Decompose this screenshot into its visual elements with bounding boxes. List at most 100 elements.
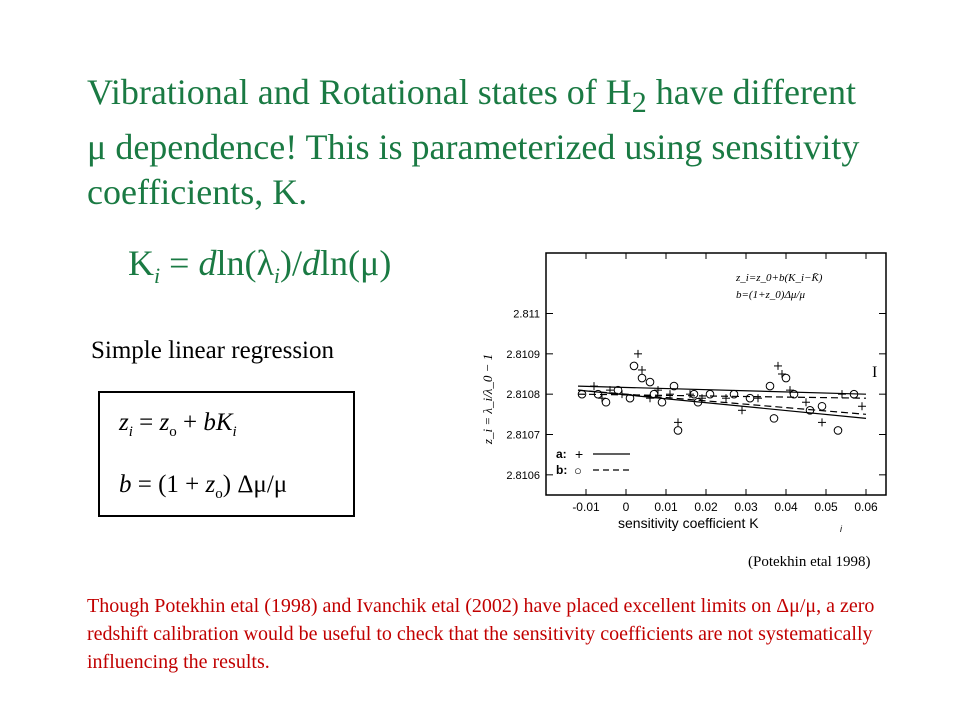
x-axis-label-sub: i (840, 524, 843, 534)
formula-lambda: λ (256, 243, 274, 283)
eq1-zo: z (159, 409, 170, 436)
sensitivity-formula: Ki = dln(λi)/dln(μ) (128, 241, 391, 298)
point-circle (765, 381, 775, 391)
point-circle (601, 397, 611, 407)
point-circle (625, 393, 635, 403)
chart-background (472, 247, 900, 534)
slide-title: Vibrational and Rotational states of H2 … (87, 70, 907, 215)
inset-equations: z_i=z_0+b(K_i−K̄) b=(1+z_0)Δμ/μ (735, 272, 823, 301)
eq2-zo-sub: o (215, 486, 223, 502)
legend-b-marker: ○ (574, 463, 582, 478)
formula-k-sub: i (154, 263, 161, 289)
formula-ln1: ln( (216, 243, 257, 283)
eq1-mid: = (132, 409, 160, 436)
eq1-z: z (119, 409, 129, 436)
point-circle (729, 389, 739, 399)
chart-svg: -0.01 0 0.01 0.02 0.03 0.04 0.05 0.06 2.8106 2.81… (472, 247, 900, 534)
point-circle (629, 361, 639, 371)
eq1-k-sub: i (232, 424, 237, 440)
point-circle (689, 389, 699, 399)
legend-b-key: b: (556, 463, 567, 477)
point-circle (693, 397, 703, 407)
formula-d1: d (198, 243, 217, 283)
equation-line-1: zi = zo + bKi (119, 409, 237, 441)
point-plus (802, 398, 810, 407)
point-circle (789, 389, 799, 399)
point-plus (838, 390, 846, 399)
x-tick-label: 0.01 (654, 500, 678, 514)
formula-div: )/ (280, 243, 303, 283)
point-circle (637, 373, 647, 383)
y-tick-label: 2.8109 (506, 349, 540, 361)
x-tick-label: 0.06 (854, 500, 878, 514)
title-mu: μ (87, 127, 107, 168)
point-plus (818, 418, 826, 427)
point-plus (738, 406, 746, 415)
point-plus (722, 394, 730, 403)
fit-line-b (577, 393, 867, 399)
point-circle (669, 381, 679, 391)
regression-label: Simple linear regression (91, 337, 334, 364)
y-tick-label: 2.8107 (506, 430, 540, 442)
eq1-plus: + (176, 409, 204, 436)
y-tick-label: 2.811 (513, 309, 540, 321)
point-circle (817, 401, 827, 411)
formula-mu: μ (360, 243, 380, 283)
point-circle (613, 385, 623, 395)
equation-line-2: b = (1 + zo) Δμ/μ (119, 471, 287, 503)
title-text-2: dependence! This is parameterized using … (106, 127, 860, 168)
x-tick-label: 0 (623, 500, 630, 514)
axis-ticks: -0.01 0 0.01 0.02 0.03 0.04 0.05 0.06 2.8106 2.81… (506, 253, 886, 514)
legend-a-marker: + (575, 446, 583, 462)
point-circle (645, 377, 655, 387)
x-tick-label: -0.01 (572, 500, 600, 514)
y-axis-label: z_i = λ_i/λ_0 − 1 (480, 354, 495, 445)
point-circle (805, 406, 815, 415)
eq2-zo: z (205, 471, 216, 498)
title-text-3: coefficients, K. (87, 172, 308, 213)
x-axis-label-text: sensitivity coefficient K (618, 515, 759, 531)
point-circle (673, 426, 683, 435)
formula-d2: d (302, 243, 321, 283)
eq2-mid: = (1 + (131, 471, 206, 498)
scatter-chart: -0.01 0 0.01 0.02 0.03 0.04 0.05 0.06 2.8106 2.81… (472, 247, 900, 534)
point-circle (745, 393, 755, 403)
point-circle (849, 389, 859, 399)
formula-eq: = (160, 243, 199, 283)
point-plus (858, 402, 866, 411)
footnote: Though Potekhin etal (1998) and Ivanchik… (87, 595, 875, 673)
point-plus (634, 349, 642, 358)
x-tick-label: 0.05 (814, 500, 838, 514)
y-tick-label: 2.8108 (506, 389, 540, 401)
legend-a-key: a: (556, 447, 567, 461)
title-text-1b: have different (646, 72, 856, 112)
eq1-z-sub: i (128, 424, 133, 440)
point-circle (769, 414, 779, 423)
formula-k: K (128, 243, 154, 283)
legend: a: + b: ○ (556, 446, 630, 478)
y-tick-label: 2.8106 (506, 470, 540, 482)
point-plus (666, 390, 674, 399)
title-text-1: Vibrational and Rotational states of H (87, 72, 632, 112)
x-tick-label: 0.03 (734, 500, 758, 514)
plot-frame (545, 252, 887, 496)
point-plus (774, 361, 782, 370)
x-tick-label: 0.04 (774, 500, 798, 514)
figure-credit: (Potekhin etal 1998) (748, 554, 871, 570)
eq1-b: b (203, 409, 216, 436)
formula-close: ) (379, 243, 392, 283)
eq1-zo-sub: o (169, 424, 177, 440)
point-circle (705, 389, 715, 399)
point-plus (606, 386, 614, 395)
eq2-b: b (119, 471, 132, 498)
point-circle (577, 389, 587, 399)
point-plus (754, 394, 762, 403)
formula-ln2: ln( (320, 243, 361, 283)
point-circle (593, 389, 603, 399)
equation-box: zi = zo + bKi b = (1 + zo) Δμ/μ (98, 391, 355, 517)
x-tick-label: 0.02 (694, 500, 718, 514)
data-points (577, 349, 866, 435)
x-axis-label: sensitivity coefficient K i (618, 515, 843, 534)
formula-lambda-sub: i (273, 263, 281, 289)
point-plus (590, 382, 598, 391)
